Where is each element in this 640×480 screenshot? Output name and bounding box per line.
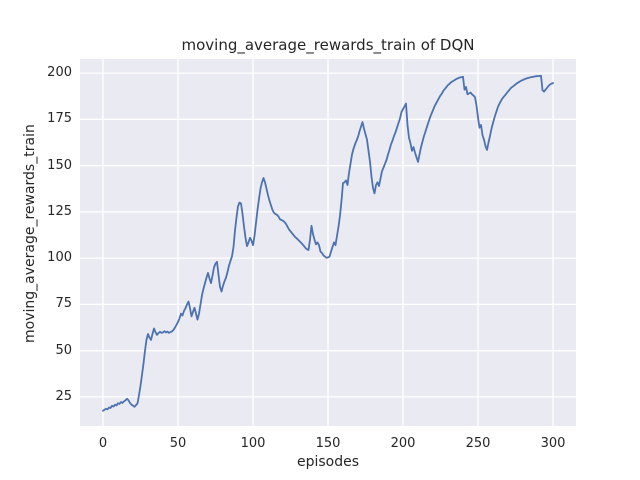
y-tick-label: 75 bbox=[55, 296, 72, 312]
x-tick-label: 50 bbox=[169, 436, 187, 451]
y-tick-label: 25 bbox=[55, 388, 72, 404]
y-tick-label: 50 bbox=[55, 342, 72, 358]
y-tick-label: 125 bbox=[47, 203, 72, 219]
y-tick-label: 100 bbox=[47, 250, 72, 266]
x-tick-label: 150 bbox=[315, 436, 341, 451]
chart-title: moving_average_rewards_train of DQN bbox=[181, 36, 475, 54]
x-tick-label: 250 bbox=[465, 436, 491, 451]
x-tick-label: 100 bbox=[240, 436, 266, 451]
x-tick-label: 200 bbox=[390, 436, 416, 451]
y-tick-label: 150 bbox=[47, 157, 72, 173]
x-tick-label: 0 bbox=[98, 436, 108, 451]
reward-line-series bbox=[102, 74, 554, 412]
x-tick-label: 300 bbox=[540, 436, 566, 451]
y-tick-label: 175 bbox=[47, 111, 72, 127]
y-tick-label: 200 bbox=[47, 65, 72, 81]
x-axis-label: episodes bbox=[296, 454, 360, 470]
